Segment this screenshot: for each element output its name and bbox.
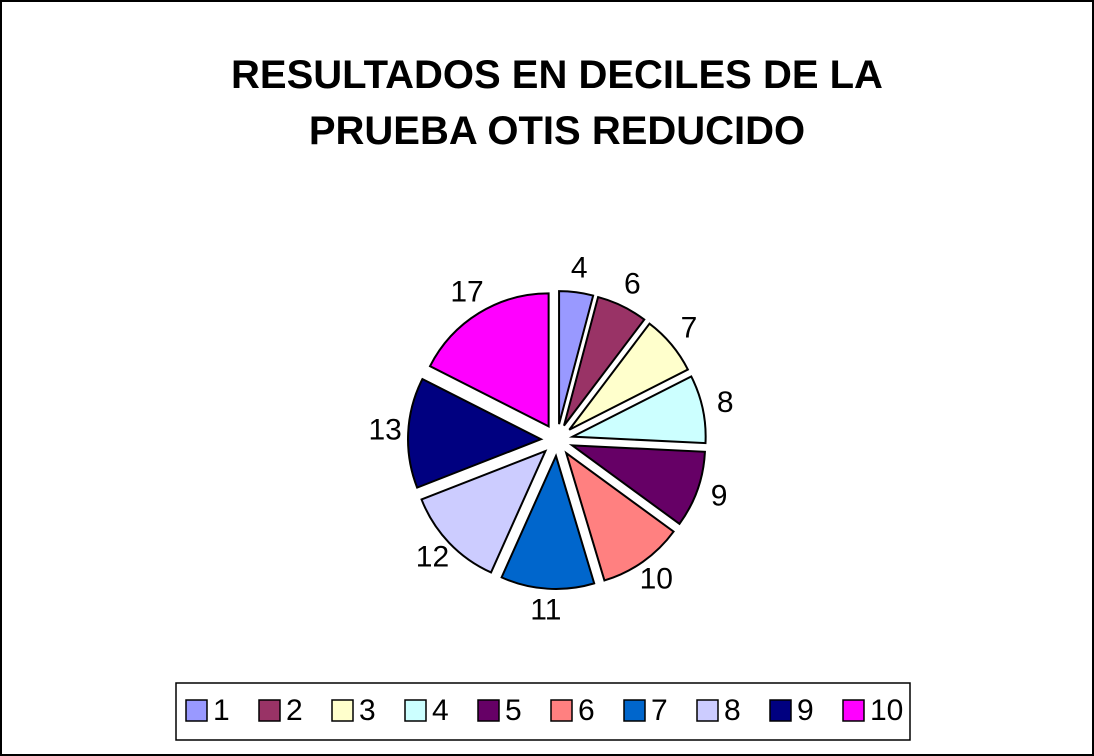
legend-label: 5: [505, 694, 522, 727]
legend-label: 2: [286, 694, 303, 727]
pie-slice: [564, 450, 675, 582]
chart-title: RESULTADOS EN DECILES DE LA PRUEBA OTIS R…: [231, 53, 883, 153]
legend-swatch: [185, 699, 208, 722]
pie-slice: [563, 295, 646, 427]
legend-label: 3: [359, 694, 376, 727]
legend-swatch: [404, 699, 427, 722]
legend-swatch: [331, 699, 354, 722]
data-label: 10: [640, 562, 673, 595]
data-label: 9: [711, 479, 728, 512]
data-label: 6: [624, 267, 641, 300]
legend-label: 6: [578, 694, 595, 727]
legend-swatch: [842, 699, 865, 722]
legend-label: 8: [724, 694, 741, 727]
pie-slice: [558, 290, 595, 425]
pie-slice: [407, 377, 544, 489]
legend-label: 10: [870, 694, 903, 727]
legend-label: 7: [651, 694, 668, 727]
legend-label: 1: [213, 694, 230, 727]
legend-swatch: [696, 699, 719, 722]
pie-slice: [568, 444, 706, 526]
pie-slice: [500, 453, 596, 590]
pie-slice: [568, 322, 690, 431]
data-label: 12: [416, 541, 449, 574]
legend-swatch: [258, 699, 281, 722]
legend-swatch: [623, 699, 646, 722]
legend-swatch: [769, 699, 792, 722]
data-label: 17: [450, 275, 483, 308]
data-label: 7: [681, 312, 698, 345]
pie-slice: [420, 449, 548, 574]
legend-swatch: [477, 699, 500, 722]
data-label: 11: [530, 594, 561, 627]
legend-label: 9: [797, 694, 814, 727]
pie-slice: [428, 292, 550, 428]
data-label: 8: [717, 386, 734, 419]
legend-label: 4: [432, 694, 449, 727]
data-label: 13: [369, 414, 402, 447]
data-label: 4: [571, 251, 588, 284]
pie-slice: [568, 375, 707, 445]
legend-swatch: [550, 699, 573, 722]
